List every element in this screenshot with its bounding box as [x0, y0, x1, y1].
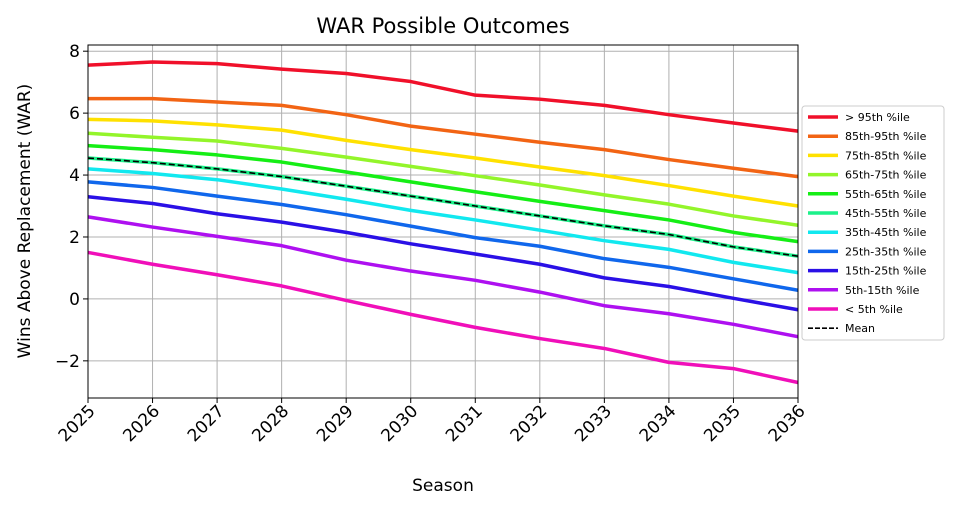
- series-line-10: [87, 250, 799, 385]
- x-tick-label: 2030: [378, 401, 423, 446]
- y-tick-label: 2: [69, 228, 80, 248]
- y-axis-label: Wins Above Replacement (WAR): [15, 84, 35, 359]
- x-tick-label: 2035: [700, 401, 745, 446]
- series-lines: [87, 60, 799, 385]
- y-tick-label: 0: [69, 290, 80, 310]
- series-line-8: [87, 194, 799, 312]
- legend-label: 75th-85th %ile: [845, 149, 927, 162]
- x-tick-label: 2026: [119, 401, 164, 446]
- legend-label: 5th-15th %ile: [845, 284, 920, 297]
- legend-label: 25th-35th %ile: [845, 245, 927, 258]
- series-line-2: [87, 117, 799, 208]
- x-tick-label: 2028: [248, 401, 293, 446]
- legend-label: 15th-25th %ile: [845, 265, 927, 278]
- x-tick-label: 2033: [571, 401, 616, 446]
- x-tick-label: 2031: [442, 401, 487, 446]
- x-tick-label: 2025: [55, 401, 100, 446]
- legend-label: Mean: [845, 322, 875, 335]
- legend-label: 85th-95th %ile: [845, 130, 927, 143]
- y-tick-label: 6: [69, 104, 80, 124]
- legend-label: 35th-45th %ile: [845, 226, 927, 239]
- plot-frame: [87, 44, 799, 399]
- y-tick-label: 8: [69, 42, 80, 62]
- legend-box: [801, 105, 945, 341]
- legend-label: < 5th %ile: [845, 303, 903, 316]
- series-line-9: [87, 215, 799, 339]
- x-tick-label: 2036: [765, 401, 810, 446]
- x-tick-label: 2034: [636, 401, 681, 446]
- series-line-11: [87, 157, 799, 257]
- series-line-3: [87, 131, 799, 227]
- series-line-1: [88, 96, 799, 179]
- y-axis-ticks: −2 0 2 4 6 8: [55, 42, 88, 372]
- legend-label: 65th-75th %ile: [845, 169, 927, 182]
- x-axis-ticks: 2025 2026 2027 2028 2029 2030 2031 2032 2033 2034…: [55, 398, 810, 446]
- series-line-0: [87, 60, 799, 133]
- legend-label: > 95th %ile: [845, 111, 910, 124]
- x-axis-label: Season: [412, 476, 474, 496]
- series-line-4: [87, 143, 799, 244]
- legend: > 95th %ile 85th-95th %ile 75th-85th %ile 6…: [801, 105, 945, 341]
- x-tick-label: 2029: [313, 401, 358, 446]
- y-tick-label: 4: [69, 166, 80, 186]
- legend-label: 55th-65th %ile: [845, 188, 927, 201]
- y-tick-label: −2: [55, 352, 80, 372]
- chart-title: WAR Possible Outcomes: [316, 14, 569, 38]
- series-line-6: [87, 167, 799, 275]
- grid: [87, 45, 799, 398]
- x-tick-label: 2032: [507, 401, 552, 446]
- x-tick-label: 2027: [184, 401, 229, 446]
- legend-label: 45th-55th %ile: [845, 207, 927, 220]
- series-line-7: [87, 180, 799, 292]
